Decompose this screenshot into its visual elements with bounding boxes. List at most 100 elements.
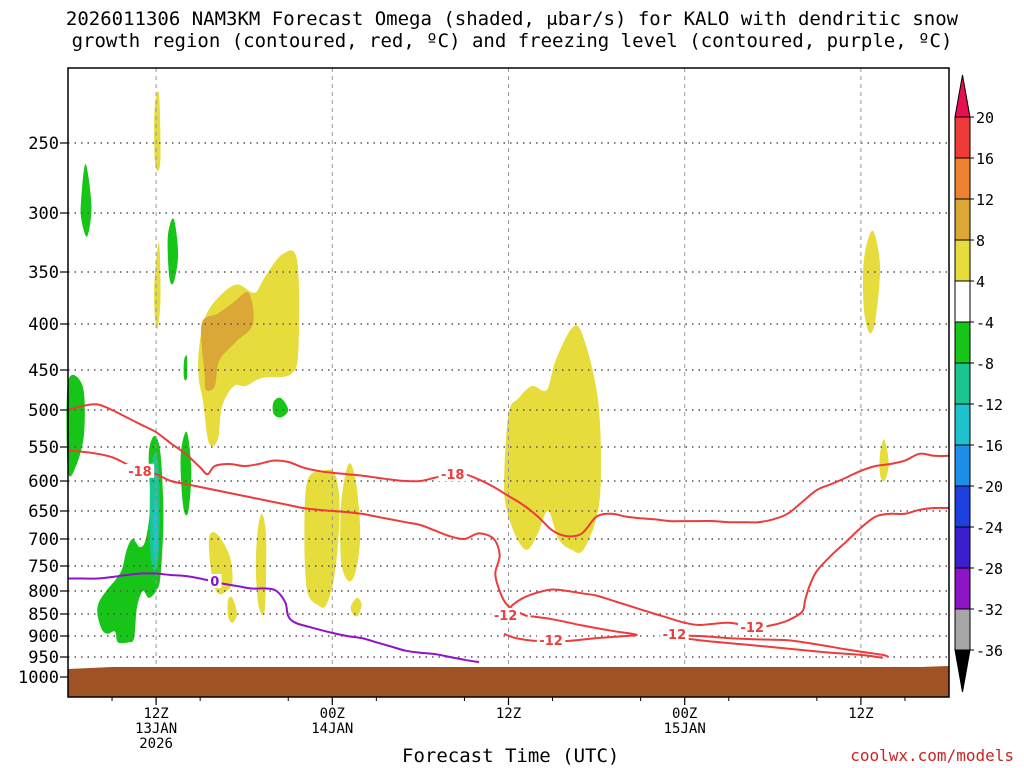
x-axis-title: Forecast Time (UTC) [402, 745, 620, 767]
y-tick-label-350: 350 [28, 263, 59, 283]
colorbar-label-4: 4 [976, 273, 985, 291]
omega-region-21 [152, 497, 158, 561]
dgz-label-bg-1 [125, 463, 155, 478]
freezing-label-0: 0 [210, 575, 219, 590]
x-tick-label-42-0: 00Z [672, 706, 697, 722]
colorbar-bottom-arrow [954, 649, 971, 693]
chart-title-line2: growth region (contoured, red, ºC) and f… [71, 30, 953, 52]
dgz-label-bg-2 [491, 607, 520, 622]
omega-region-11 [862, 230, 881, 334]
x-tick-label-6-2: 2026 [139, 736, 173, 752]
y-tick-label-550: 550 [28, 438, 59, 458]
freezing-contour-0 [68, 572, 480, 664]
y-tick-label-650: 650 [28, 502, 59, 522]
omega-region-8 [504, 325, 602, 554]
x-tick-label-18-1: 14JAN [311, 721, 353, 737]
colorbar-label-2: 12 [976, 191, 994, 209]
colorbar-segment-8 [954, 444, 971, 487]
colorbar-top-arrow [954, 74, 971, 118]
dgz-label-bg-0 [438, 467, 467, 482]
dgz-label-5: -12 [663, 628, 687, 643]
colorbar-label-11: -28 [976, 560, 1003, 578]
x-tick-label-6-1: 13JAN [135, 721, 177, 737]
x-tick-label-42-1: 15JAN [664, 721, 706, 737]
dgz-label-bg-5 [660, 626, 689, 641]
dgz-label-4: -12 [740, 621, 764, 636]
dgz-contour-5 [663, 634, 884, 659]
omega-region-12 [879, 439, 889, 482]
y-tick-label-750: 750 [28, 557, 59, 577]
omega-region-14 [80, 163, 92, 237]
ground-band [68, 666, 949, 697]
ground-fill [68, 666, 949, 697]
colorbar-segment-9 [954, 485, 971, 528]
omega-region-9 [154, 91, 161, 171]
contour-lines: -18 -18 -12 -12 -12 -12 0 [67, 403, 950, 664]
colorbar-segment-0 [954, 116, 971, 159]
y-tick-label-900: 900 [28, 627, 59, 647]
y-tick-label-950: 950 [28, 648, 59, 668]
colorbar-segment-12 [954, 608, 971, 651]
colorbar-segment-11 [954, 567, 971, 610]
colorbar-label-3: 8 [976, 232, 985, 250]
dgz-contour-4 [664, 634, 890, 658]
y-tick-label-450: 450 [28, 361, 59, 381]
x-tick-label-54-0: 12Z [848, 706, 873, 722]
credit-text: coolwx.com/models [850, 746, 1014, 765]
colorbar-label-5: -4 [976, 314, 994, 332]
colorbar-segment-10 [954, 526, 971, 569]
chart-title-line1: 2026011306 NAM3KM Forecast Omega (shaded… [65, 8, 959, 30]
colorbar-segment-2 [954, 198, 971, 241]
colorbar-label-1: 16 [976, 150, 994, 168]
colorbar-label-9: -20 [976, 478, 1003, 496]
colorbar-label-8: -16 [976, 437, 1003, 455]
colorbar-segment-3 [954, 239, 971, 282]
colorbar-segment-6 [954, 362, 971, 405]
omega-region-18 [180, 431, 192, 516]
colorbar-segment-4 [954, 280, 971, 323]
x-tick-label-6-0: 12Z [143, 706, 168, 722]
dgz-contour-3 [503, 615, 638, 643]
colorbar-segment-7 [954, 403, 971, 446]
y-tick-label-800: 800 [28, 582, 59, 602]
dgz-label-2: -12 [494, 609, 518, 624]
y-tick-label-600: 600 [28, 472, 59, 492]
gridlines [68, 68, 949, 697]
dgz-label-1: -18 [128, 465, 152, 480]
y-tick-label-850: 850 [28, 605, 59, 625]
omega-region-0 [198, 250, 300, 447]
y-tick-label-250: 250 [28, 134, 59, 154]
dgz-label-0: -18 [441, 468, 465, 483]
y-tick-label-300: 300 [28, 204, 59, 224]
colorbar-label-7: -12 [976, 396, 1003, 414]
x-tick-label-30-0: 12Z [496, 706, 521, 722]
colorbar-segment-5 [954, 321, 971, 364]
y-axis: 2503003504004505005506006507007508008509… [18, 134, 68, 688]
dgz-label-bg-3 [536, 633, 566, 648]
colorbar-label-13: -36 [976, 642, 1003, 660]
omega-region-4 [350, 597, 362, 617]
colorbar-label-0: 20 [976, 109, 994, 127]
colorbar-label-12: -32 [976, 601, 1003, 619]
y-tick-label-700: 700 [28, 530, 59, 550]
freezing-label-bg-0 [208, 574, 222, 588]
dgz-label-bg-4 [737, 620, 767, 635]
colorbar: 20 16 12 8 4 -4 -8 -12 -16 -20 -24 -28 -32 -36 [954, 74, 1003, 693]
omega-region-15 [167, 218, 179, 285]
x-tick-label-18-0: 00Z [320, 706, 345, 722]
y-tick-label-500: 500 [28, 401, 59, 421]
omega-region-7 [255, 513, 267, 616]
y-tick-label-1000: 1000 [18, 668, 59, 688]
dgz-contour-1 [67, 449, 528, 618]
omega-region-1 [200, 292, 254, 391]
omega-region-13 [66, 374, 85, 477]
dgz-label-3: -12 [539, 634, 563, 649]
omega-shaded-regions [66, 91, 889, 644]
dgz-contour-2 [506, 506, 950, 629]
colorbar-label-10: -24 [976, 519, 1003, 537]
colorbar-segment-1 [954, 157, 971, 200]
omega-region-16 [183, 355, 188, 381]
omega-region-3 [340, 463, 361, 582]
